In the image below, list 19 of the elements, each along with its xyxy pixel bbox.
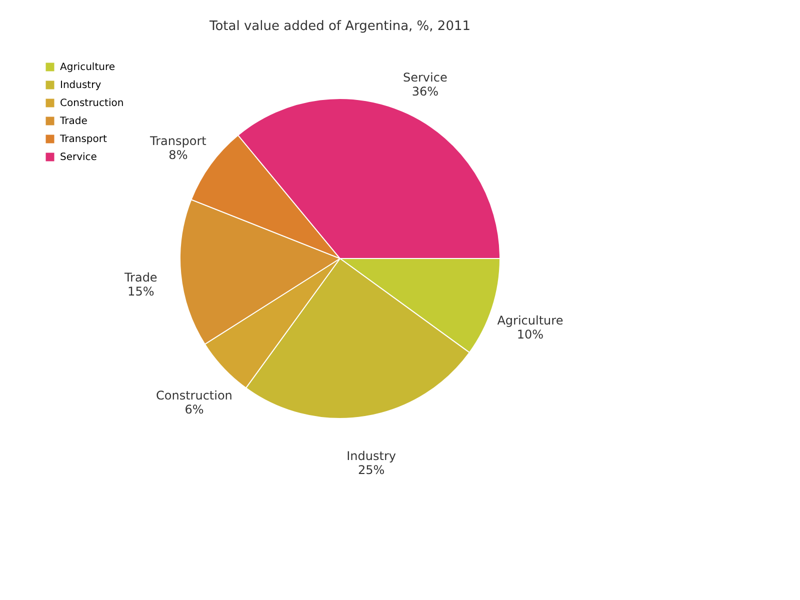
legend-label: Transport (59, 134, 108, 145)
chart-title: Total value added of Argentina, %, 2011 (208, 19, 471, 34)
data-label: 15% (128, 284, 154, 298)
legend-label: Trade (59, 116, 88, 127)
slice-label: Service (402, 70, 448, 85)
data-label: 8% (168, 148, 188, 162)
data-label: 25% (358, 463, 385, 478)
slice-label: Industry (346, 449, 396, 464)
slice-label: Construction (156, 388, 232, 402)
legend-label: Agriculture (60, 62, 115, 73)
legend-label: Service (60, 152, 97, 163)
slice-label: Agriculture (497, 313, 564, 328)
legend-label: Industry (60, 80, 102, 91)
data-label: 36% (412, 84, 438, 99)
slice-label: Transport (149, 134, 207, 148)
slice-label: Trade (123, 270, 158, 284)
data-label: 6% (184, 402, 204, 416)
data-label: 10% (516, 327, 544, 342)
legend-label: Construction (60, 98, 124, 109)
